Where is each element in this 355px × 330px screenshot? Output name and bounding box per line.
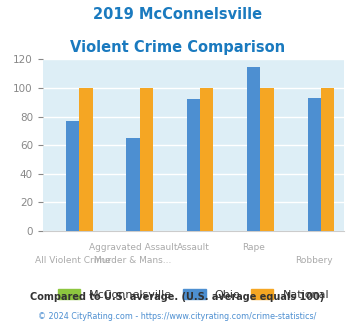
Bar [66, 121, 80, 231]
Text: Murder & Mans...: Murder & Mans... [94, 256, 172, 265]
Text: All Violent Crime: All Violent Crime [35, 256, 111, 265]
Text: Assault: Assault [177, 243, 210, 251]
Bar [321, 88, 334, 231]
Bar [187, 99, 200, 231]
Bar [80, 88, 93, 231]
Bar [200, 88, 213, 231]
Bar [126, 138, 140, 231]
Text: 2019 McConnelsville: 2019 McConnelsville [93, 7, 262, 21]
Text: Compared to U.S. average. (U.S. average equals 100): Compared to U.S. average. (U.S. average … [31, 292, 324, 302]
Legend: McConnelsville, Ohio, National: McConnelsville, Ohio, National [54, 284, 333, 304]
Text: Robbery: Robbery [295, 256, 333, 265]
Bar [261, 88, 274, 231]
Bar [247, 67, 261, 231]
Text: Aggravated Assault: Aggravated Assault [89, 243, 178, 251]
Bar [307, 98, 321, 231]
Bar [140, 88, 153, 231]
Text: Violent Crime Comparison: Violent Crime Comparison [70, 40, 285, 54]
Text: Rape: Rape [242, 243, 265, 251]
Text: © 2024 CityRating.com - https://www.cityrating.com/crime-statistics/: © 2024 CityRating.com - https://www.city… [38, 312, 317, 321]
